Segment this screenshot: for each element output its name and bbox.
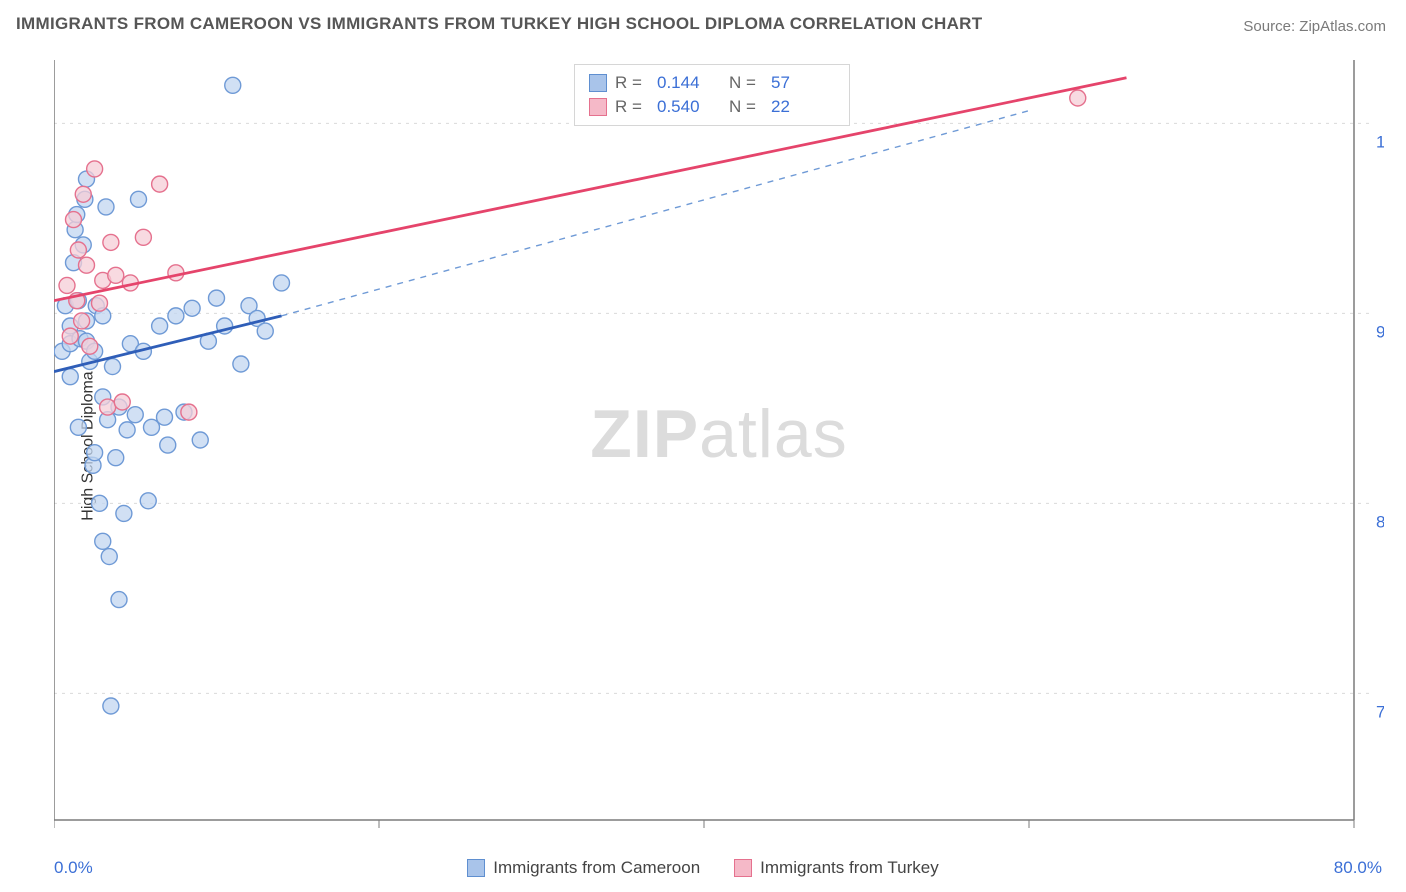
r-value-cameroon: 0.144: [657, 73, 721, 93]
r-label: R =: [615, 97, 649, 117]
source-prefix: Source:: [1243, 18, 1299, 35]
chart-title: IMMIGRANTS FROM CAMEROON VS IMMIGRANTS F…: [16, 14, 982, 34]
legend-row-turkey: R = 0.540 N = 22: [589, 95, 835, 119]
legend-item-turkey: Immigrants from Turkey: [734, 858, 939, 878]
svg-text:85.0%: 85.0%: [1376, 512, 1384, 531]
watermark-bold: ZIP: [590, 396, 699, 472]
swatch-cameroon-icon: [467, 859, 485, 877]
n-value-cameroon: 57: [771, 73, 835, 93]
legend-label-cameroon: Immigrants from Cameroon: [493, 858, 700, 878]
source-attribution: Source: ZipAtlas.com: [1243, 18, 1386, 35]
swatch-turkey-icon: [734, 859, 752, 877]
correlation-legend: R = 0.144 N = 57 R = 0.540 N = 22: [574, 64, 850, 126]
svg-text:92.5%: 92.5%: [1376, 322, 1384, 341]
n-label: N =: [729, 97, 763, 117]
watermark-thin: atlas: [699, 396, 848, 472]
n-label: N =: [729, 73, 763, 93]
series-legend: Immigrants from Cameroon Immigrants from…: [0, 858, 1406, 878]
chart-area: ZIPatlas 77.5% 85.0% 92.5% 100.0% R = 0.144…: [54, 60, 1384, 840]
r-label: R =: [615, 73, 649, 93]
n-value-turkey: 22: [771, 97, 835, 117]
source-link[interactable]: ZipAtlas.com: [1299, 18, 1386, 35]
legend-label-turkey: Immigrants from Turkey: [760, 858, 939, 878]
legend-item-cameroon: Immigrants from Cameroon: [467, 858, 700, 878]
legend-row-cameroon: R = 0.144 N = 57: [589, 71, 835, 95]
swatch-turkey: [589, 98, 607, 116]
r-value-turkey: 0.540: [657, 97, 721, 117]
svg-text:77.5%: 77.5%: [1376, 702, 1384, 721]
swatch-cameroon: [589, 74, 607, 92]
watermark: ZIPatlas: [590, 395, 847, 473]
svg-text:100.0%: 100.0%: [1376, 132, 1384, 151]
